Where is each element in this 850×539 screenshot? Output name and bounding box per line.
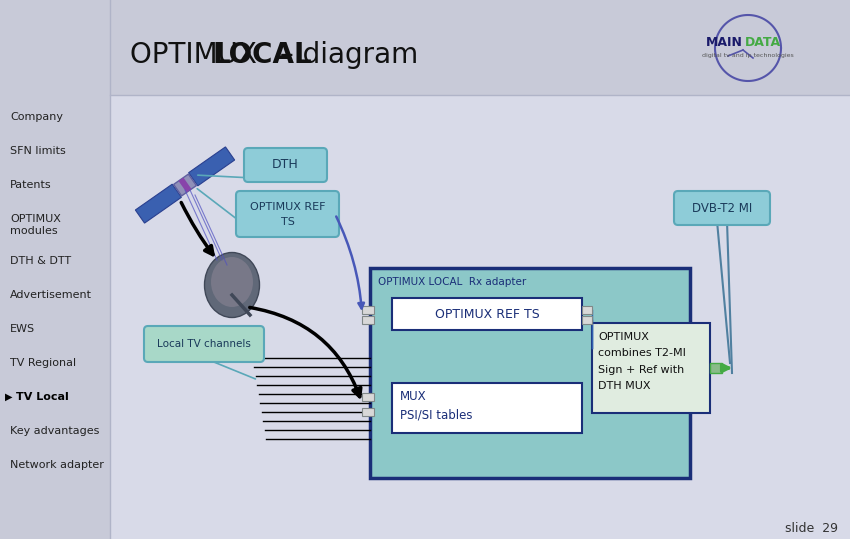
Text: TV Local: TV Local: [16, 392, 69, 402]
Polygon shape: [173, 174, 196, 196]
Text: OPTIMUX
modules: OPTIMUX modules: [10, 214, 61, 236]
Text: TV Regional: TV Regional: [10, 358, 76, 368]
Text: OPTIMUX: OPTIMUX: [130, 41, 266, 69]
Bar: [110, 95, 850, 539]
Text: Advertisement: Advertisement: [10, 290, 92, 300]
Bar: [582, 306, 592, 314]
Bar: [0, 0, 110, 539]
Text: – diagram: – diagram: [271, 41, 418, 69]
Text: OPTIMUX REF TS: OPTIMUX REF TS: [434, 308, 540, 321]
Polygon shape: [135, 184, 181, 223]
Text: DATA: DATA: [745, 37, 781, 50]
Text: OPTIMUX REF: OPTIMUX REF: [250, 202, 326, 212]
FancyBboxPatch shape: [244, 148, 327, 182]
Text: Key advantages: Key advantages: [10, 426, 99, 436]
Text: DVB-T2 MI: DVB-T2 MI: [692, 202, 752, 215]
Bar: [362, 408, 374, 416]
FancyBboxPatch shape: [592, 323, 710, 413]
Text: combines T2-MI: combines T2-MI: [598, 348, 686, 358]
FancyBboxPatch shape: [674, 191, 770, 225]
Text: DTH: DTH: [272, 158, 299, 171]
Polygon shape: [189, 147, 235, 186]
Text: LOCAL: LOCAL: [213, 41, 313, 69]
Text: Company: Company: [10, 112, 63, 122]
Text: Local TV channels: Local TV channels: [157, 339, 251, 349]
Ellipse shape: [211, 257, 253, 307]
Bar: [362, 306, 374, 314]
Text: EWS: EWS: [10, 324, 35, 334]
Text: DTH MUX: DTH MUX: [598, 381, 650, 391]
Text: Patents: Patents: [10, 180, 52, 190]
FancyBboxPatch shape: [392, 383, 582, 433]
Text: Network adapter: Network adapter: [10, 460, 104, 470]
Text: slide  29: slide 29: [785, 522, 838, 535]
Text: SFN limits: SFN limits: [10, 146, 65, 156]
Text: MAIN: MAIN: [706, 37, 743, 50]
Bar: [710, 363, 722, 373]
Text: OPTIMUX LOCAL  Rx adapter: OPTIMUX LOCAL Rx adapter: [378, 277, 526, 287]
Bar: [362, 393, 374, 401]
Polygon shape: [178, 177, 191, 192]
FancyBboxPatch shape: [236, 191, 339, 237]
FancyBboxPatch shape: [144, 326, 264, 362]
Ellipse shape: [205, 252, 259, 317]
Text: PSI/SI tables: PSI/SI tables: [400, 409, 473, 421]
FancyBboxPatch shape: [370, 268, 690, 478]
Text: ▶: ▶: [5, 392, 13, 402]
Text: Sign + Ref with: Sign + Ref with: [598, 365, 684, 375]
Text: DTH & DTT: DTH & DTT: [10, 256, 71, 266]
Bar: [110, 0, 850, 95]
Text: MUX: MUX: [400, 390, 427, 404]
Text: OPTIMUX: OPTIMUX: [598, 332, 649, 342]
Bar: [362, 316, 374, 324]
FancyBboxPatch shape: [392, 298, 582, 330]
Bar: [582, 316, 592, 324]
Text: TS: TS: [280, 217, 294, 227]
Text: digital tv and ip technologies: digital tv and ip technologies: [702, 53, 794, 59]
